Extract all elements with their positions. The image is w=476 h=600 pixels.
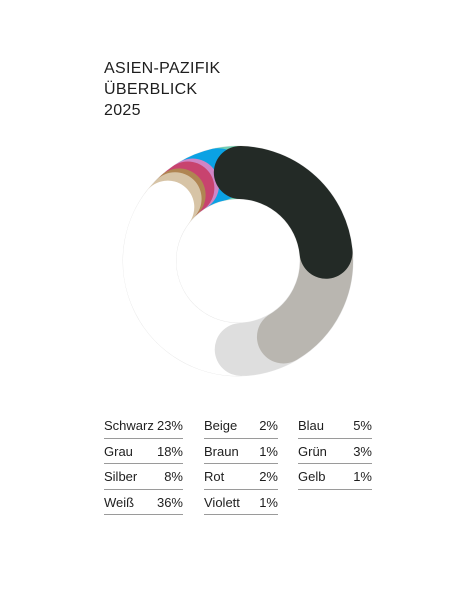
legend-item-violett: Violett 1% bbox=[204, 490, 278, 515]
legend-item-beige: Beige 2% bbox=[204, 413, 278, 439]
legend-label: Grau bbox=[104, 443, 133, 459]
title-line-3: 2025 bbox=[104, 102, 141, 119]
legend-value: 1% bbox=[259, 494, 278, 510]
legend-column-3: Blau 5% Grün 3% Gelb 1% bbox=[298, 413, 372, 490]
legend-column-1: Schwarz 23% Grau 18% Silber 8% Weiß 36% bbox=[104, 413, 183, 515]
legend-label: Rot bbox=[204, 469, 225, 484]
legend-label: Grün bbox=[298, 443, 327, 459]
legend-label: Braun bbox=[204, 443, 239, 459]
legend-label: Weiß bbox=[104, 494, 135, 510]
legend-label: Beige bbox=[204, 418, 238, 433]
legend-item-blau: Blau 5% bbox=[298, 413, 372, 439]
legend-label: Silber bbox=[104, 469, 138, 484]
legend-value: 8% bbox=[164, 469, 183, 484]
title-line-1: ASIEN-PAZIFIK bbox=[104, 60, 221, 77]
legend-item-weiss: Weiß 36% bbox=[104, 490, 183, 515]
legend: Schwarz 23% Grau 18% Silber 8% Weiß 36% … bbox=[0, 413, 476, 523]
legend-value: 2% bbox=[259, 469, 278, 484]
donut-inner-edge bbox=[175, 198, 301, 324]
legend-item-gruen: Grün 3% bbox=[298, 439, 372, 464]
legend-label: Violett bbox=[204, 494, 240, 510]
legend-value: 5% bbox=[353, 418, 372, 433]
legend-item-rot: Rot 2% bbox=[204, 464, 278, 490]
legend-item-braun: Braun 1% bbox=[204, 439, 278, 464]
legend-value: 3% bbox=[353, 443, 372, 459]
legend-item-schwarz: Schwarz 23% bbox=[104, 413, 183, 439]
legend-value: 2% bbox=[259, 418, 278, 433]
legend-label: Gelb bbox=[298, 469, 326, 484]
title-line-2: ÜBERBLICK bbox=[104, 81, 198, 98]
legend-item-grau: Grau 18% bbox=[104, 439, 183, 464]
legend-column-2: Beige 2% Braun 1% Rot 2% Violett 1% bbox=[204, 413, 278, 515]
legend-value: 18% bbox=[156, 443, 183, 459]
legend-item-gelb: Gelb 1% bbox=[298, 464, 372, 490]
chart-title: ASIEN-PAZIFIK ÜBERBLICK 2025 bbox=[104, 58, 221, 121]
legend-value: 23% bbox=[156, 418, 183, 433]
legend-value: 1% bbox=[353, 469, 372, 484]
legend-item-silber: Silber 8% bbox=[104, 464, 183, 490]
legend-value: 1% bbox=[259, 443, 278, 459]
slice-schwarz bbox=[213, 146, 353, 279]
legend-label: Blau bbox=[298, 418, 325, 433]
slice-weiß bbox=[123, 180, 268, 376]
legend-value: 36% bbox=[156, 494, 183, 510]
legend-label: Schwarz bbox=[104, 418, 154, 433]
